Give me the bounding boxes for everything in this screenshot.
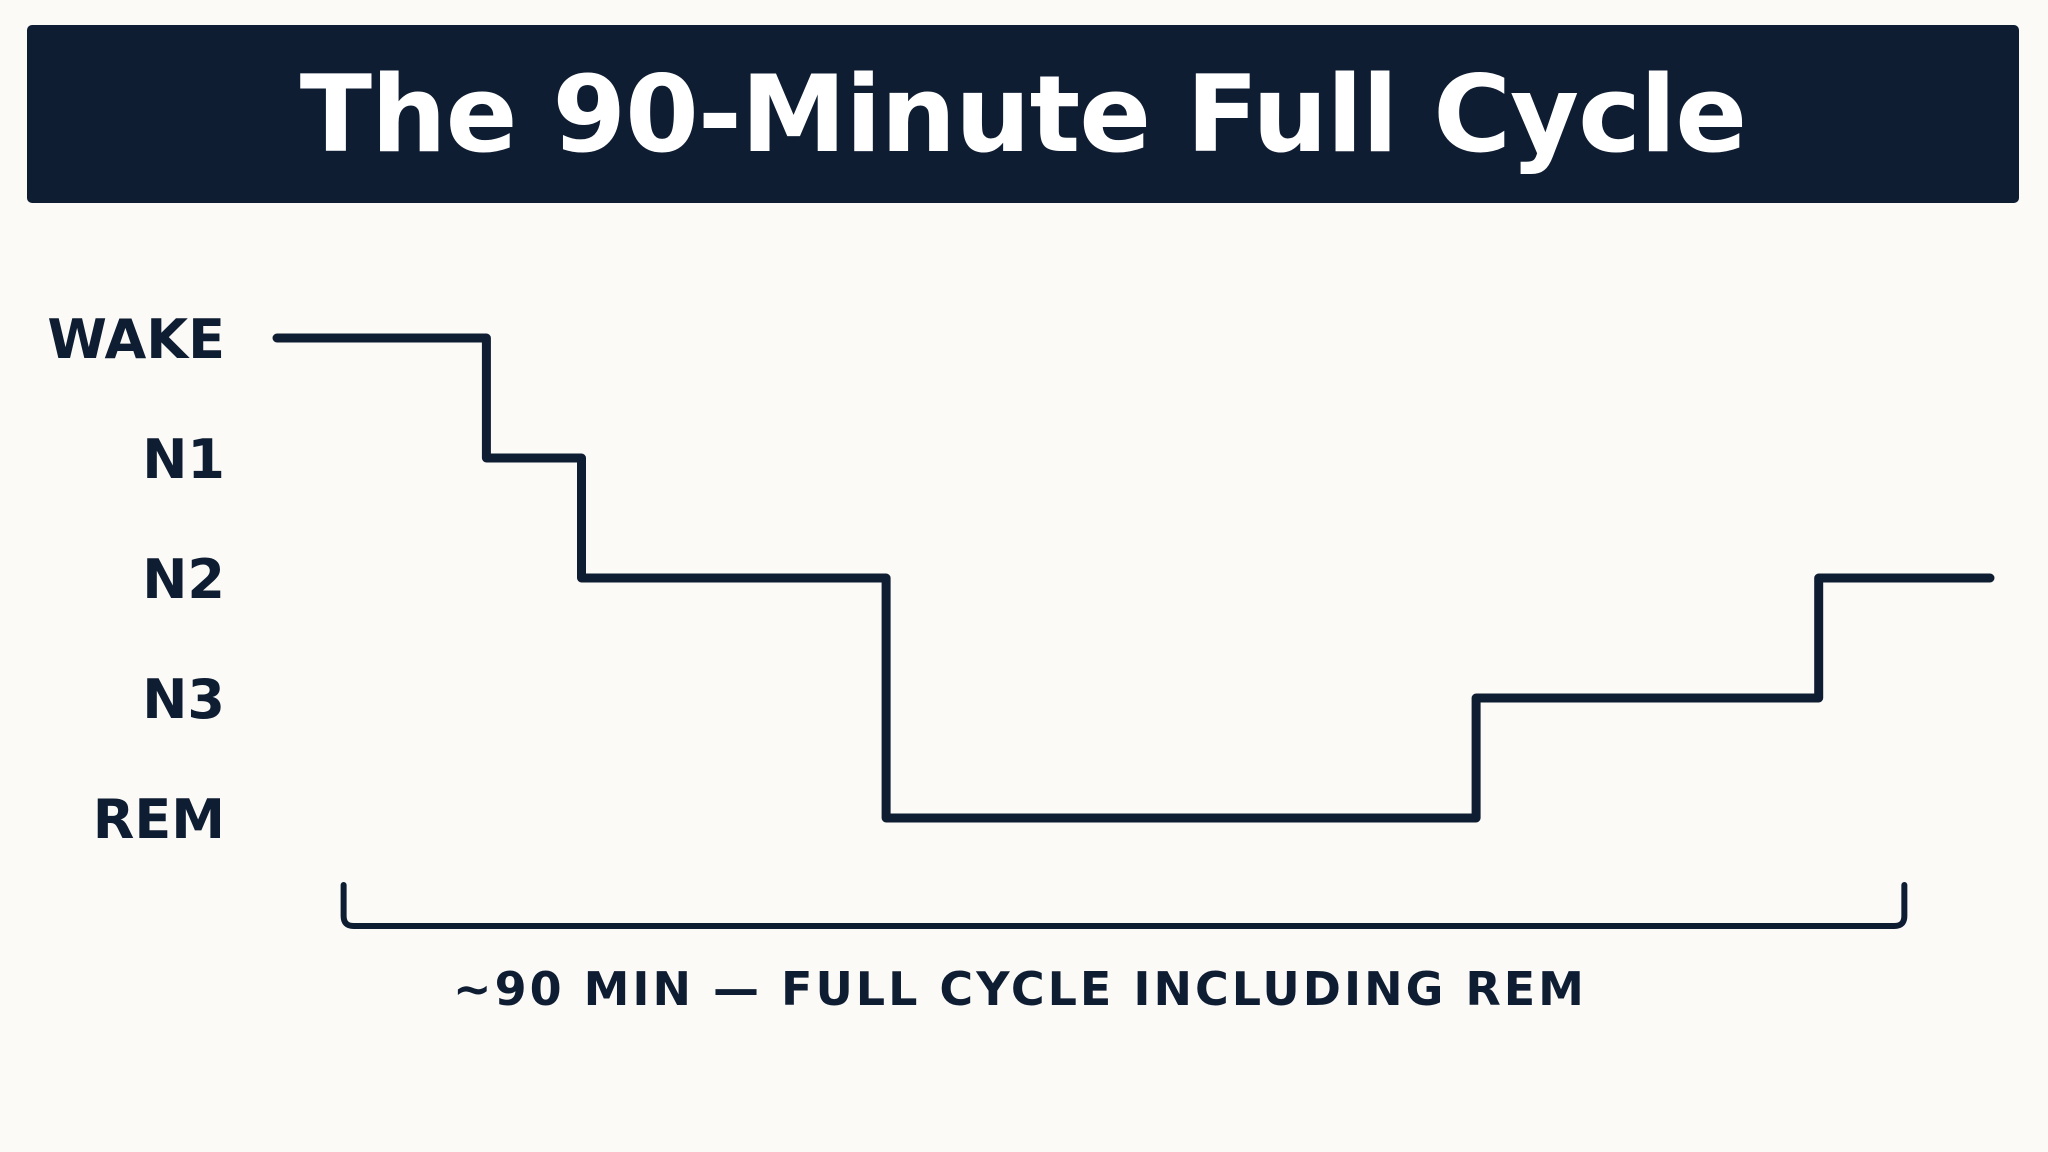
chart-title: The 90-Minute Full Cycle xyxy=(299,52,1747,176)
cycle-caption: ~90 MIN — FULL CYCLE INCLUDING REM xyxy=(453,962,1587,1016)
y-label-n1: N1 xyxy=(142,428,225,491)
cycle-bracket xyxy=(340,882,1908,929)
y-label-rem: REM xyxy=(93,788,225,851)
y-label-wake: WAKE xyxy=(47,308,225,371)
sleep-stage-line xyxy=(272,333,1995,823)
y-label-n2: N2 xyxy=(142,548,225,611)
title-banner: The 90-Minute Full Cycle xyxy=(27,25,2019,203)
y-label-n3: N3 xyxy=(142,668,225,731)
y-axis-labels: WAKE N1 N2 N3 REM xyxy=(47,308,225,851)
